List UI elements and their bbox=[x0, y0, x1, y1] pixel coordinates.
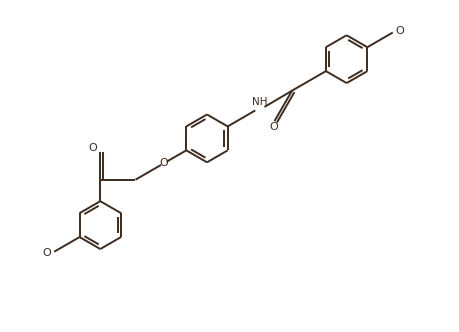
Text: O: O bbox=[395, 26, 403, 36]
Text: O: O bbox=[159, 158, 168, 168]
Text: O: O bbox=[43, 248, 51, 258]
Text: NH: NH bbox=[252, 97, 267, 107]
Text: O: O bbox=[89, 143, 97, 153]
Text: O: O bbox=[269, 122, 277, 132]
